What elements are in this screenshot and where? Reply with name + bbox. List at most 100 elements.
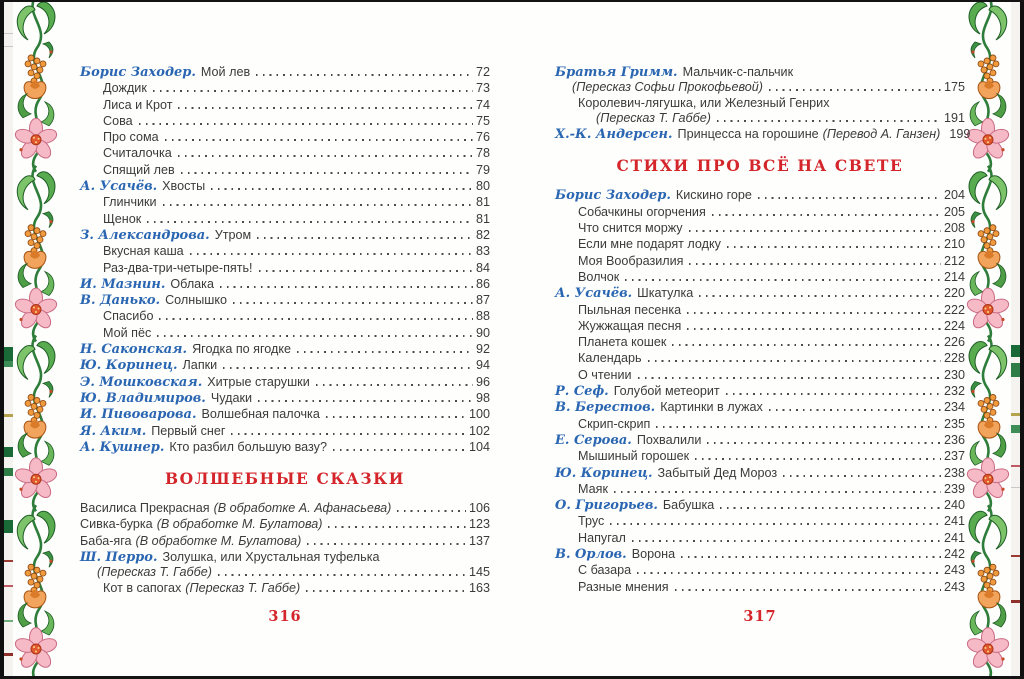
dots-leader: [211, 188, 473, 191]
toc-title: Трус: [578, 514, 605, 529]
toc-title: Календарь: [578, 351, 642, 366]
toc-page-ref: 84: [475, 260, 490, 275]
toc-title: Дождик: [103, 81, 147, 96]
floral-border-right: [965, 0, 1011, 679]
top-edge-line: [0, 0, 1024, 2]
toc-entry: Трус 241: [555, 513, 965, 529]
toc-entry: Лиса и Крот 74: [80, 97, 490, 113]
dots-leader: [328, 526, 466, 529]
toc-author: В. Орлов.: [555, 547, 627, 563]
toc-entry: Волчок 214: [555, 269, 965, 285]
toc-author: Я. Аким.: [80, 423, 147, 439]
dots-leader: [223, 367, 473, 370]
dots-leader: [157, 334, 473, 337]
toc-entry: Борис Заходер. Мой лев 72: [80, 64, 490, 80]
toc-author: Н. Саконская.: [80, 342, 188, 358]
toc-entry: Э. Мошковская. Хитрые старушки 96: [80, 374, 490, 390]
dots-leader: [138, 122, 473, 125]
toc-page-ref: 104: [468, 439, 490, 454]
toc-author: А. Усачёв.: [80, 179, 158, 195]
toc-entry: Глинчики 81: [80, 194, 490, 210]
toc-entry: Н. Саконская. Ягодка по ягодке 92: [80, 341, 490, 357]
toc-page-ref: 224: [943, 318, 965, 333]
dots-leader: [647, 360, 941, 363]
toc-title: Принцесса на горошине: [677, 127, 819, 142]
toc-title: Мышиный горошек: [578, 449, 690, 464]
toc-author: А. Кушнер.: [80, 439, 165, 455]
toc-entry: Пыльная песенка 222: [555, 302, 965, 318]
toc-page-ref: 204: [943, 188, 965, 203]
toc-title: Облака: [170, 276, 214, 291]
dots-leader: [707, 441, 941, 444]
toc-page-ref: 81: [475, 211, 490, 226]
dots-leader: [258, 399, 473, 402]
toc-author: Ю. Коринец.: [555, 465, 653, 481]
toc-title: Кто разбил большую вазу?: [169, 439, 327, 454]
toc-title: Солнышко: [165, 293, 228, 308]
toc-entry: Василиса Прекрасная (В обработке А. Афана…: [80, 500, 490, 516]
toc-entry-continuation: (Пересказ Т. Габбе) 191: [555, 111, 965, 126]
toc-entry: В. Данько. Солнышко 87: [80, 292, 490, 308]
toc-note: (Пересказ Софьи Прокофьевой): [572, 80, 763, 95]
dots-leader: [637, 376, 941, 379]
dots-leader: [397, 510, 466, 513]
toc-title: Сова: [103, 113, 133, 128]
toc-page-ref: 230: [943, 367, 965, 382]
dots-leader: [315, 383, 473, 386]
toc-entry: Планета кошек 226: [555, 334, 965, 350]
toc-right: Братья Гримм. Мальчик-с-пальчик (Пересказ …: [555, 0, 970, 595]
toc-page-ref: 102: [468, 423, 490, 438]
dots-leader: [656, 425, 941, 428]
toc-page-ref: 76: [475, 130, 490, 145]
toc-title: Лапки: [182, 358, 218, 373]
dots-leader: [610, 523, 941, 526]
toc-page-ref: 237: [943, 449, 965, 464]
toc-page-ref: 80: [475, 179, 490, 194]
toc-entry: Кот в сапогах (Пересказ Т. Габбе) 163: [80, 580, 490, 596]
dots-leader: [689, 262, 941, 265]
toc-entry: Братья Гримм. Мальчик-с-пальчик: [555, 64, 965, 80]
toc-entry: Если мне подарят лодку 210: [555, 236, 965, 252]
dots-leader: [716, 120, 941, 123]
toc-page-ref: 83: [475, 244, 490, 259]
toc-entry-continuation: (Пересказ Софьи Прокофьевой) 175: [555, 80, 965, 95]
toc-note: (В обработке М. Булатова): [135, 533, 302, 548]
left-page-number: 316: [268, 608, 302, 625]
toc-title: Жужжащая песня: [578, 318, 682, 333]
toc-entry: Е. Серова. Похвалили 236: [555, 432, 965, 448]
toc-entry: Маяк 239: [555, 481, 965, 497]
dots-leader: [687, 311, 941, 314]
toc-entry: Сова 75: [80, 113, 490, 129]
toc-title: Пыльная песенка: [578, 302, 682, 317]
toc-page-ref: 79: [475, 162, 490, 177]
dots-leader: [688, 230, 941, 233]
toc-page-ref: 208: [943, 221, 965, 236]
toc-author: Е. Серова.: [555, 432, 632, 448]
right-page: Братья Гримм. Мальчик-с-пальчик (Пересказ …: [555, 0, 970, 679]
toc-entry: Мой пёс 90: [80, 325, 490, 341]
toc-entry-continuation: (Пересказ Т. Габбе) 145: [80, 565, 490, 580]
toc-author: Х.-К. Андерсен.: [555, 127, 673, 143]
toc-page-ref: 226: [943, 335, 965, 350]
toc-author: В. Данько.: [80, 293, 161, 309]
toc-note: (Пересказ Т. Габбе): [185, 581, 301, 596]
toc-entry: Щенок 81: [80, 211, 490, 227]
toc-entry: Про сома 76: [80, 129, 490, 145]
toc-page-ref: 73: [475, 81, 490, 96]
toc-page-ref: 243: [943, 563, 965, 578]
toc-page-ref: 74: [475, 97, 490, 112]
toc-entry: А. Кушнер. Кто разбил большую вазу? 104: [80, 439, 490, 455]
toc-note: (В обработке А. Афанасьева): [213, 501, 392, 516]
toc-page-ref: 239: [943, 481, 965, 496]
dots-leader: [613, 490, 941, 493]
dots-leader: [258, 269, 473, 272]
toc-page-ref: 123: [468, 517, 490, 532]
toc-author: В. Берестов.: [555, 400, 656, 416]
dots-leader: [189, 253, 473, 256]
toc-page-ref: 243: [943, 579, 965, 594]
toc-entry: О. Григорьев. Бабушка 240: [555, 497, 965, 513]
toc-title: Кот в сапогах: [103, 581, 182, 596]
dots-leader: [164, 139, 473, 142]
toc-page-ref: 75: [475, 113, 490, 128]
toc-entry: Баба-яга (В обработке М. Булатова) 137: [80, 533, 490, 549]
